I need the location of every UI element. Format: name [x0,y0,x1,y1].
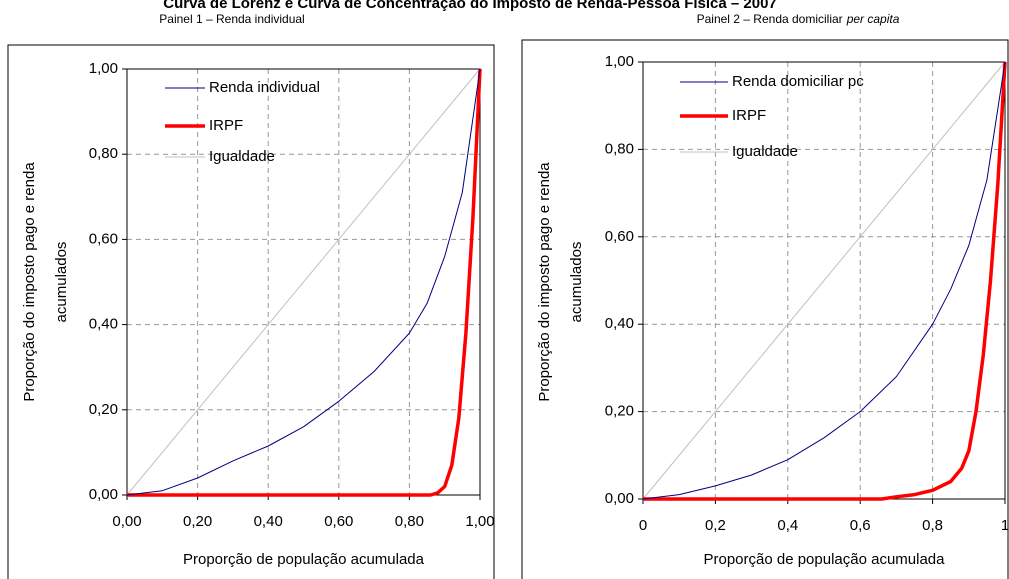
series-line [642,61,1006,500]
y-tick-label: 0,80 [89,145,118,162]
y-tick-label: 1,00 [605,53,634,70]
y-axis-label: acumulados [568,242,585,323]
y-tick-label: 1,00 [89,60,118,77]
x-tick-label: 0,00 [112,513,141,530]
series-line [643,61,1007,501]
x-axis-label: Proporção de população acumulada [183,551,425,568]
y-tick-label: 0,60 [605,228,634,245]
panel-frame [521,39,1009,579]
x-tick-label: 0,80 [395,513,424,530]
series-line [126,68,481,496]
legend-label: Renda individual [209,79,320,96]
y-tick-label: 0,20 [605,403,634,420]
y-tick-label: 0,60 [89,230,118,247]
x-tick-label: 0,20 [183,513,212,530]
x-tick-label: 1,00 [465,513,494,530]
x-tick-label: 1 [1001,517,1009,534]
legend-label: Igualdade [732,143,798,160]
legend-label: IRPF [209,117,243,134]
x-tick-label: 0,60 [324,513,353,530]
legend-label: Renda domiciliar pc [732,73,864,90]
subtitle-part: Painel 1 – Renda individual [159,12,304,26]
y-axis-label: Proporção do imposto pago e renda [21,162,38,402]
y-tick-label: 0,80 [605,140,634,157]
series-line [127,68,482,497]
y-axis-label: Proporção do imposto pago e renda [536,162,553,402]
x-tick-label: 0 [639,517,647,534]
series-line [642,61,1006,500]
y-tick-label: 0,00 [89,486,118,503]
x-axis-label: Proporção de população acumulada [703,551,945,568]
y-tick-label: 0,00 [605,490,634,507]
panel-frame [7,44,495,579]
x-tick-label: 0,6 [850,517,871,534]
x-tick-label: 0,4 [777,517,798,534]
subtitle-part: per capita [846,12,900,26]
y-tick-label: 0,40 [605,315,634,332]
panel-subtitle: Painel 2 – Renda domiciliar per capita [697,12,900,26]
x-tick-label: 0,8 [922,517,943,534]
y-tick-label: 0,20 [89,401,118,418]
series-line [126,68,481,496]
x-tick-label: 0,40 [254,513,283,530]
y-tick-label: 0,40 [89,316,118,333]
legend-label: IRPF [732,107,766,124]
x-tick-label: 0,2 [705,517,726,534]
page-title: Curva de Lorenz e Curva de Concentração … [163,0,777,12]
subtitle-part: Painel 2 – Renda domiciliar [697,12,843,26]
panel-subtitle: Painel 1 – Renda individual [159,12,304,26]
legend-label: Igualdade [209,148,275,165]
y-axis-label: acumulados [53,242,70,323]
